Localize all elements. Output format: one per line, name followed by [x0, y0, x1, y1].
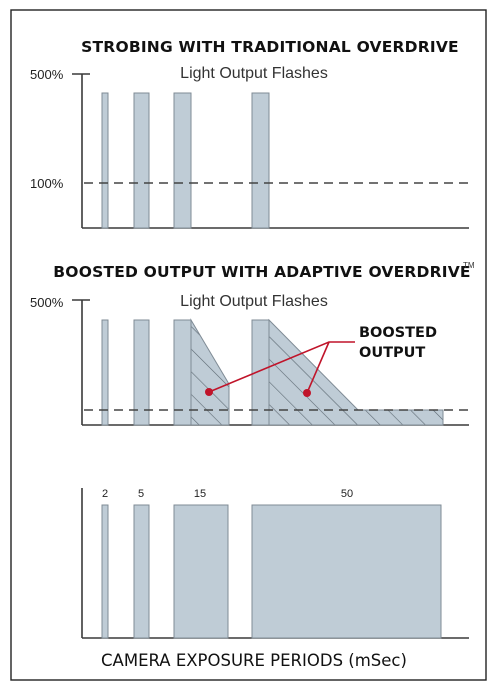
exposure-bar-15ms: [173, 504, 229, 639]
period-label-50: 50: [341, 488, 353, 500]
panel1-y-label-500: 500%: [30, 67, 64, 82]
panel2-title: BOOSTED OUTPUT WITH ADAPTIVE OVERDRIVE: [53, 263, 470, 281]
callout-label-line2: OUTPUT: [359, 345, 425, 361]
panel2-boosted-area-50ms: [268, 318, 444, 426]
exposure-bar-5ms: [133, 504, 150, 639]
period-label-2: 2: [102, 488, 108, 500]
panel1-title: STROBING WITH TRADITIONAL OVERDRIVE: [81, 38, 459, 56]
boosted-output-callout: [205, 341, 355, 397]
panel1-flash-bar-50ms: [251, 92, 270, 229]
callout-dot-50ms: [303, 389, 311, 397]
panel2-y-label-500: 500%: [30, 295, 64, 310]
exposure-bar-50ms: [251, 504, 442, 639]
panel2-subtitle: Light Output Flashes: [180, 293, 328, 310]
panel1-subtitle: Light Output Flashes: [180, 65, 328, 82]
panel3-title: CAMERA EXPOSURE PERIODS (mSec): [101, 651, 407, 670]
trademark-mark: TM: [463, 261, 475, 270]
period-label-5: 5: [138, 488, 144, 500]
panel2-flash-bar-5ms: [133, 319, 150, 426]
panel1-flash-bar-15ms: [173, 92, 192, 229]
panel1-flash-bar-2ms: [101, 92, 109, 229]
exposure-bar-2ms: [101, 504, 109, 639]
panel2-boosted-area-15ms: [190, 318, 230, 426]
callout-leader-line-2: [306, 341, 330, 394]
panel1-y-label-100: 100%: [30, 176, 64, 191]
period-label-15: 15: [194, 488, 206, 500]
callout-dot-15ms: [205, 388, 213, 396]
callout-label-line1: BOOSTED: [359, 325, 437, 341]
panel2-flash-bar-2ms: [101, 319, 109, 426]
panel1-flash-bar-5ms: [133, 92, 150, 229]
